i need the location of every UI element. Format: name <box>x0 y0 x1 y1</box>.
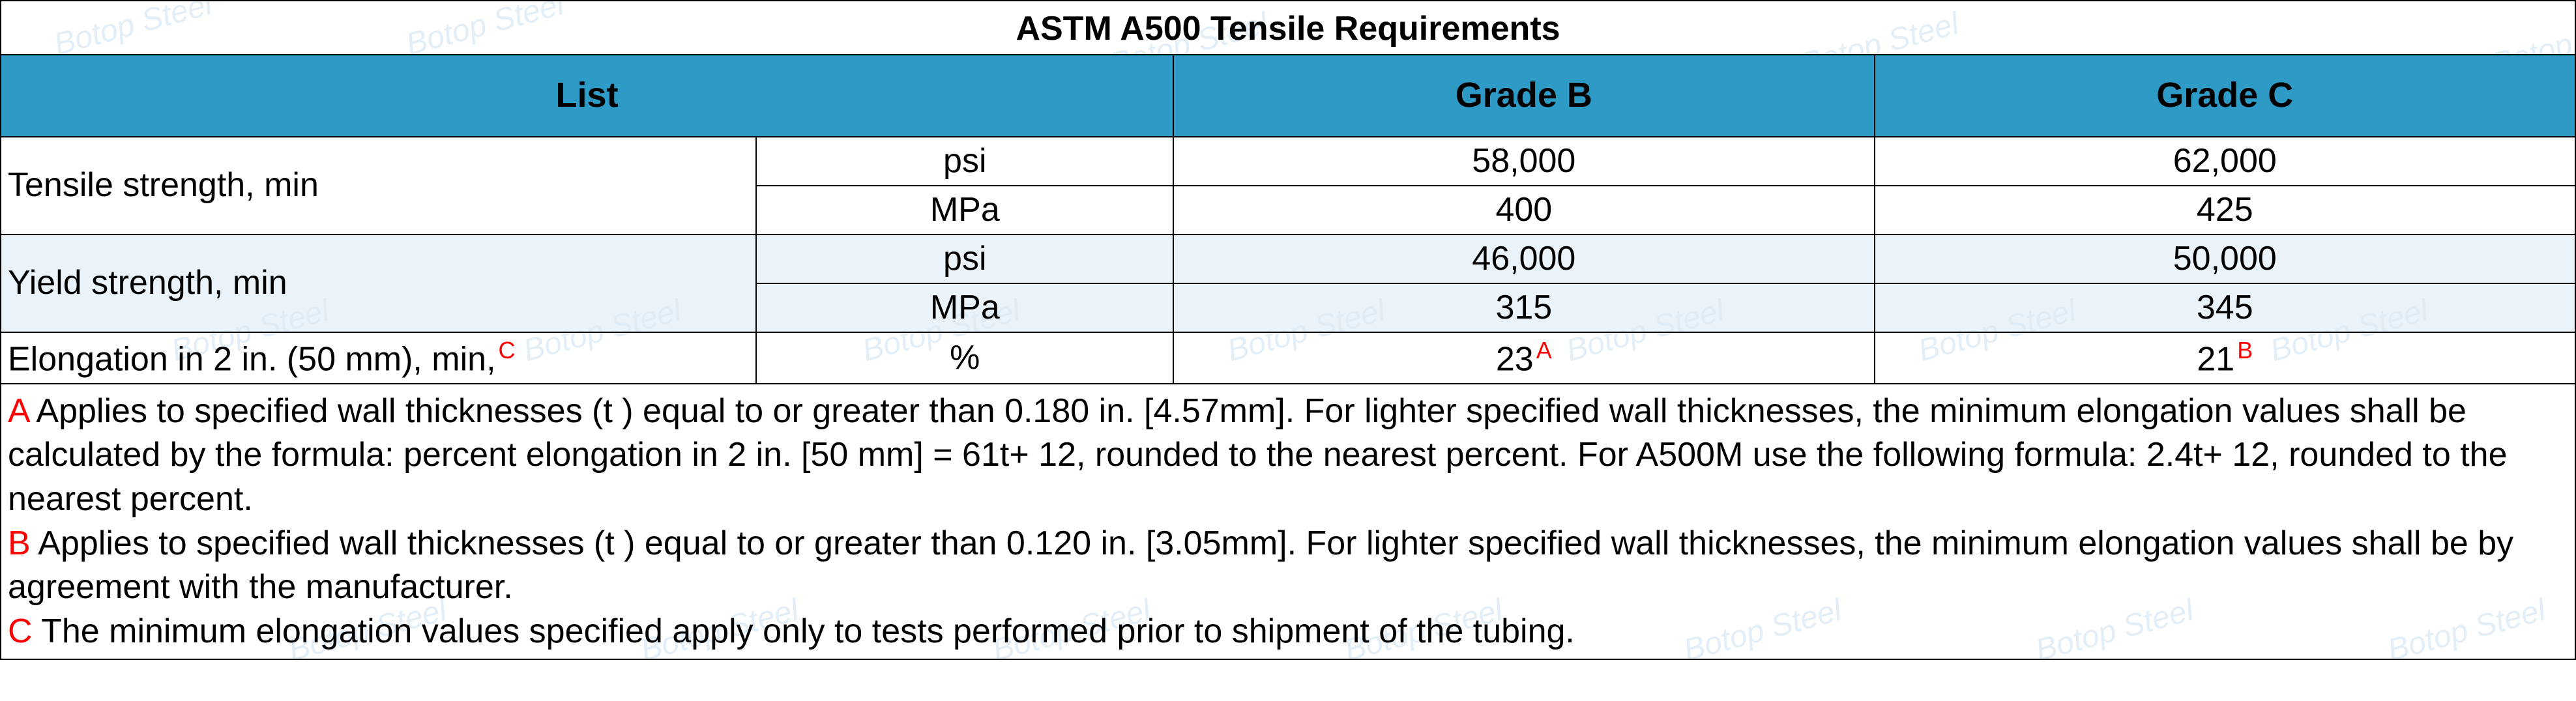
note-letter-a: A <box>8 392 29 430</box>
unit-cell: MPa <box>756 186 1173 235</box>
footnote-b: B Applies to specified wall thicknesses … <box>8 522 2568 610</box>
header-list: List <box>1 55 1173 137</box>
table-row: Yield strength, min psi 46,000 50,000 <box>1 235 2575 283</box>
elongation-label-text: Elongation in 2 in. (50 mm), min, <box>8 340 496 378</box>
footnotes-cell: A Applies to specified wall thicknesses … <box>1 384 2575 660</box>
footnote-c: C The minimum elongation values specifie… <box>8 610 2568 654</box>
note-text-c: The minimum elongation values specified … <box>33 612 1575 650</box>
superscript-a: A <box>1536 337 1552 364</box>
value-cell: 345 <box>1875 283 2575 332</box>
title-row: ASTM A500 Tensile Requirements <box>1 1 2575 55</box>
elong-c-value: 21 <box>2197 340 2234 378</box>
unit-cell: psi <box>756 235 1173 283</box>
value-cell: 58,000 <box>1173 137 1874 186</box>
header-grade-b: Grade B <box>1173 55 1874 137</box>
tensile-requirements-table: ASTM A500 Tensile Requirements List Grad… <box>0 0 2576 660</box>
note-letter-c: C <box>8 612 33 650</box>
elong-b-value: 23 <box>1496 340 1534 378</box>
row-label-elongation: Elongation in 2 in. (50 mm), min,C <box>1 332 756 384</box>
value-cell: 315 <box>1173 283 1874 332</box>
superscript-b: B <box>2237 337 2253 364</box>
unit-cell: MPa <box>756 283 1173 332</box>
note-text-b: Applies to specified wall thicknesses (t… <box>8 524 2513 607</box>
value-cell: 62,000 <box>1875 137 2575 186</box>
notes-row: A Applies to specified wall thicknesses … <box>1 384 2575 660</box>
header-grade-c: Grade C <box>1875 55 2575 137</box>
value-cell: 21B <box>1875 332 2575 384</box>
header-row: List Grade B Grade C <box>1 55 2575 137</box>
superscript-c: C <box>499 337 516 364</box>
note-text-a: Applies to specified wall thicknesses (t… <box>8 392 2508 518</box>
row-label-tensile: Tensile strength, min <box>1 137 756 235</box>
value-cell: 425 <box>1875 186 2575 235</box>
table-title: ASTM A500 Tensile Requirements <box>1 1 2575 55</box>
unit-cell: % <box>756 332 1173 384</box>
footnote-a: A Applies to specified wall thicknesses … <box>8 390 2568 522</box>
table-row: Elongation in 2 in. (50 mm), min,C % 23A… <box>1 332 2575 384</box>
table-row: Tensile strength, min psi 58,000 62,000 <box>1 137 2575 186</box>
note-letter-b: B <box>8 524 31 562</box>
value-cell: 23A <box>1173 332 1874 384</box>
unit-cell: psi <box>756 137 1173 186</box>
row-label-yield: Yield strength, min <box>1 235 756 332</box>
value-cell: 400 <box>1173 186 1874 235</box>
value-cell: 46,000 <box>1173 235 1874 283</box>
value-cell: 50,000 <box>1875 235 2575 283</box>
